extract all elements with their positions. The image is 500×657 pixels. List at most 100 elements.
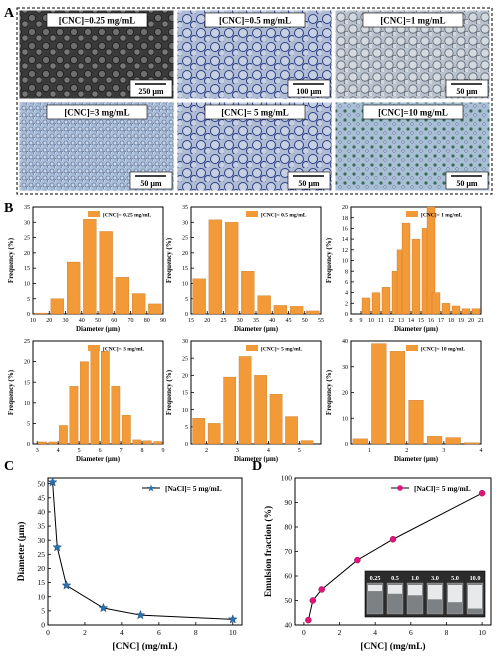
panel-label-c: C (4, 459, 14, 474)
legend-swatch (88, 211, 100, 217)
histogram-bar (441, 303, 451, 315)
x-axis-label: [CNC] (mg/mL) (112, 641, 177, 652)
x-tick-label: 0 (46, 628, 50, 637)
y-tick-label: 60 (285, 572, 293, 581)
x-tick-label: 1 (368, 448, 371, 454)
x-axis-label: Diameter (μm) (394, 325, 439, 333)
y-tick-label: 30 (182, 220, 188, 226)
data-point (478, 489, 486, 497)
legend-marker (397, 485, 403, 491)
y-tick-label: 0 (185, 312, 188, 318)
histogram-bar (83, 219, 97, 315)
x-tick-label: 21 (478, 318, 484, 324)
y-tick-label: 40 (285, 621, 293, 630)
scale-bar-label: 50 μm (140, 179, 162, 188)
y-axis-label: Frequency (%) (7, 369, 15, 415)
x-tick-label: 10 (229, 628, 237, 637)
x-tick-label: 8 (194, 628, 198, 637)
vial-label: 5.0 (451, 575, 459, 582)
y-tick-label: 5 (41, 606, 45, 615)
x-tick-label: 55 (318, 318, 324, 324)
x-tick-label: 3 (236, 448, 239, 454)
histogram-bar (426, 436, 443, 445)
vial-emulsion (428, 585, 442, 600)
y-tick-label: 10 (24, 401, 30, 407)
x-tick-label: 60 (111, 318, 117, 324)
histogram-bar (257, 295, 271, 315)
data-point (309, 597, 317, 604)
y-tick-label: 40 (38, 508, 46, 517)
x-axis-label: [CNC] (mg/mL) (360, 641, 425, 652)
x-axis-label: Diameter (μm) (394, 455, 439, 463)
x-tick-label: 6 (157, 628, 161, 637)
x-tick-label: 7 (120, 448, 123, 454)
histogram-bar (411, 238, 421, 315)
histogram-bar (431, 292, 441, 315)
x-tick-label: 2 (205, 448, 208, 454)
histogram-bar (381, 287, 391, 315)
scale-bar-label: 250 μm (138, 87, 164, 96)
legend-marker: ★ (147, 484, 156, 495)
x-tick-label: 35 (253, 318, 259, 324)
x-tick-label: 45 (286, 318, 292, 324)
scale-bar-label: 50 μm (298, 179, 320, 188)
y-tick-label: 15 (24, 266, 30, 272)
histogram-bar (207, 423, 221, 445)
histogram-bar (223, 376, 237, 445)
histogram-bar (471, 308, 481, 315)
y-tick-label: 30 (182, 339, 188, 345)
y-tick-label: 0 (345, 442, 348, 448)
vial-label: 10.0 (470, 575, 481, 582)
y-tick-label: 20 (24, 360, 30, 366)
histogram-bar (69, 386, 79, 445)
micrograph-label: [CNC]= 5 mg/mL (221, 108, 289, 118)
y-axis-label: Emulsion fraction (%) (263, 506, 274, 597)
x-tick-label: 2 (405, 448, 408, 454)
histogram-bar (131, 293, 146, 315)
x-tick-label: 16 (428, 318, 434, 324)
x-tick-label: 40 (79, 318, 85, 324)
y-tick-label: 90 (285, 498, 293, 507)
y-tick-label: 4 (345, 291, 348, 297)
micrograph-label: [CNC]=10 mg/mL (378, 108, 448, 118)
x-axis-label: Diameter (μm) (234, 325, 279, 333)
histogram-bar (361, 297, 371, 315)
histogram-bar (148, 303, 162, 315)
histogram-bar (100, 351, 110, 445)
histogram-bar (401, 222, 411, 315)
y-tick-label: 0 (185, 442, 188, 448)
y-tick-label: 20 (342, 391, 348, 397)
data-point (354, 556, 361, 564)
legend-label: [NaCl]= 5 mg/mL (165, 484, 222, 493)
histogram-grid: 10 20 30 40 50 60 70 80 9005101520253035Diameter… (7, 205, 484, 463)
y-tick-label: 10 (24, 282, 30, 288)
x-tick-label: 13 (398, 318, 404, 324)
series-line (307, 492, 483, 621)
y-tick-label: 10 (342, 416, 348, 422)
y-tick-label: 50 (285, 596, 293, 605)
y-axis-label: Diameter (μm) (16, 522, 27, 582)
x-tick-label: 8 (350, 318, 353, 324)
histogram-bar (208, 219, 223, 315)
histogram-bar (192, 418, 206, 445)
vial-label: 0.25 (370, 575, 381, 582)
y-tick-label: 40 (342, 339, 348, 345)
histogram-bar (34, 312, 48, 315)
x-tick-label: 5 (78, 448, 81, 454)
histogram-bar (121, 415, 131, 445)
x-tick-label: 30 (237, 318, 243, 324)
histogram-bar (50, 298, 65, 315)
micrograph-grid: [CNC]=0.25 mg/mL 250 μm [CNC]=0.5 mg/mL 100… (18, 9, 491, 192)
y-tick-label: 15 (182, 391, 188, 397)
histogram-bar (59, 425, 68, 445)
histogram-bar (352, 438, 368, 445)
x-tick-label: 20 (468, 318, 474, 324)
histogram-bar (273, 305, 288, 315)
x-tick-label: 10 (30, 318, 36, 324)
y-tick-label: 5 (27, 297, 30, 303)
histogram-bar (408, 400, 424, 445)
x-axis-label: Diameter (μm) (234, 455, 279, 463)
x-tick-label: 6 (409, 628, 413, 637)
y-tick-label: 25 (24, 339, 30, 345)
